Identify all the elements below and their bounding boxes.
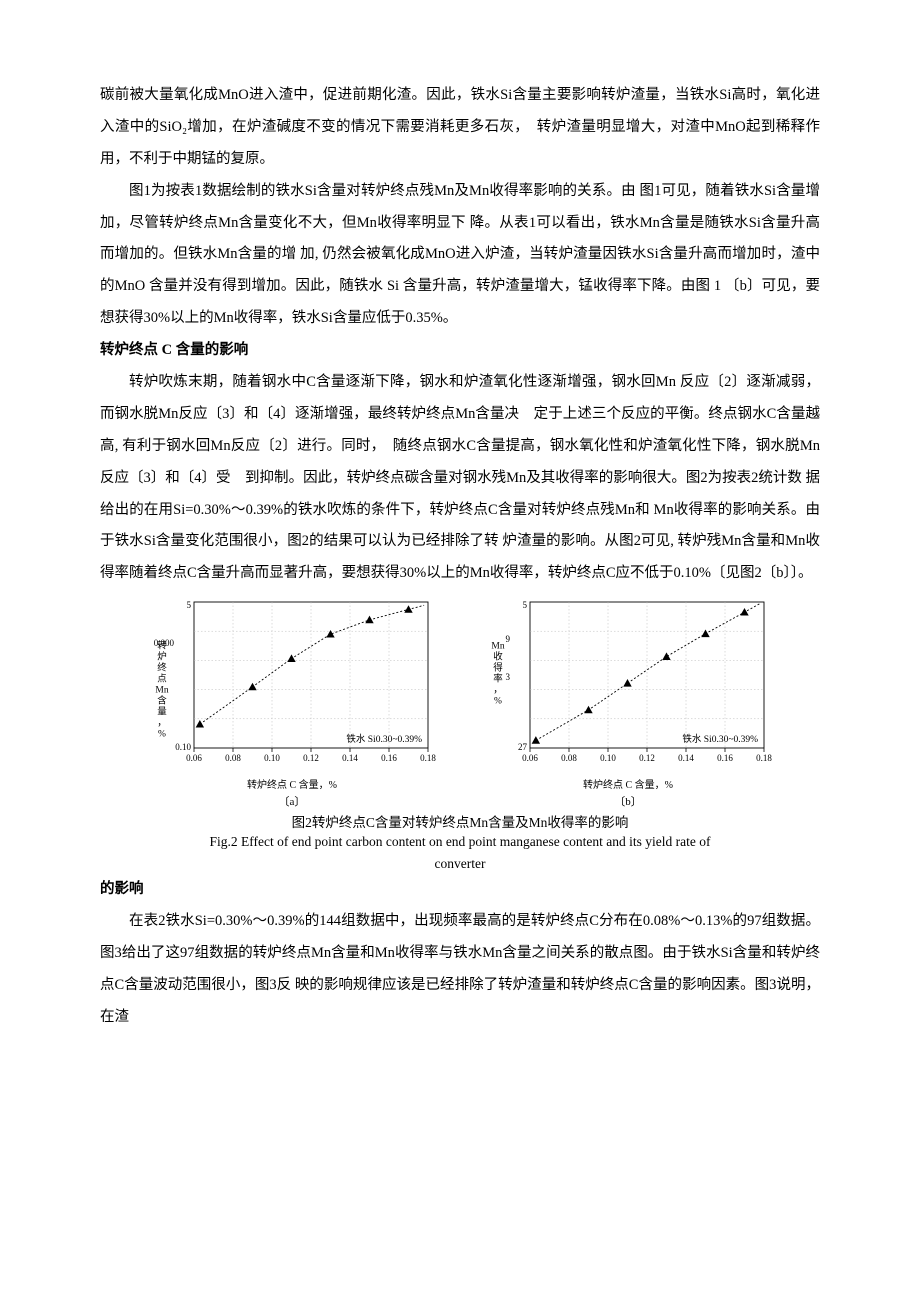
figure-2-caption-cn: 图2转炉终点C含量对转炉终点Mn含量及Mn收得率的影响 [100, 811, 820, 831]
section-heading-endpoint-c: 转炉终点 C 含量的影响 [100, 335, 820, 367]
svg-text:铁水 Si0.30~0.39%: 铁水 Si0.30~0.39% [346, 733, 422, 745]
figure-2b-x-title: 转炉终点 C 含量，% [583, 776, 673, 791]
svg-text:0.14: 0.14 [342, 753, 358, 763]
figure-2a-wrap: 0.060.080.100.120.140.160.18转炉终点Mn含量，%50… [142, 594, 442, 809]
svg-text:点: 点 [157, 674, 167, 685]
svg-text:0.10: 0.10 [175, 742, 191, 752]
svg-text:Mn: Mn [491, 642, 504, 652]
figure-2b-wrap: 0.06 0.08 0.10 0.12 0.14 0.16 0.18 Mn收得率，% 5 9 3 27… [478, 594, 778, 809]
svg-text:0.10: 0.10 [600, 753, 616, 763]
svg-text:含: 含 [157, 695, 167, 707]
svg-text:量: 量 [157, 707, 167, 718]
svg-text:0.14: 0.14 [678, 753, 694, 763]
svg-text:3: 3 [506, 672, 511, 682]
paragraph-2: 图1为按表1数据绘制的铁水Si含量对转炉终点残Mn及Mn收得率影响的关系。由 图… [100, 176, 820, 335]
svg-text:得: 得 [493, 662, 503, 674]
paragraph-4: 在表2铁水Si=0.30%〜0.39%的144组数据中，出现频率最高的是转炉终点… [100, 906, 820, 1034]
svg-text:收: 收 [493, 651, 503, 663]
svg-text:0.12: 0.12 [639, 753, 655, 763]
paragraph-1: 碳前被大量氧化成MnO进入渣中，促进前期化渣。因此，铁水Si含量主要影响转炉渣量… [100, 80, 820, 176]
figure-2a-x-title: 转炉终点 C 含量，% [247, 776, 337, 791]
svg-text:0.12: 0.12 [303, 753, 319, 763]
figure-2b-chart: 0.06 0.08 0.10 0.12 0.14 0.16 0.18 Mn收得率，% 5 9 3 27… [478, 594, 778, 774]
svg-text:0.08: 0.08 [225, 753, 241, 763]
svg-text:0.18: 0.18 [756, 753, 772, 763]
svg-text:0.06: 0.06 [522, 753, 538, 763]
svg-text:9: 9 [506, 634, 511, 644]
svg-text:5: 5 [187, 600, 192, 610]
svg-text:0.18: 0.18 [420, 753, 436, 763]
svg-text:%: % [158, 730, 166, 740]
svg-text:%: % [494, 697, 502, 707]
svg-text:炉: 炉 [157, 651, 167, 663]
svg-text:0.10: 0.10 [264, 753, 280, 763]
figure-2a-label: 〔a〕 [279, 793, 306, 809]
svg-text:率: 率 [493, 673, 503, 685]
svg-text:铁水 Si0.30~0.39%: 铁水 Si0.30~0.39% [682, 733, 758, 745]
svg-text:，: ， [493, 686, 503, 696]
svg-text:0.000: 0.000 [154, 638, 175, 648]
section-heading-influence: 的影响 [100, 874, 820, 906]
svg-text:5: 5 [523, 600, 528, 610]
svg-text:Mn: Mn [155, 686, 168, 696]
svg-text:0.16: 0.16 [381, 753, 397, 763]
figure-2-caption-en-line1: Fig.2 Effect of end point carbon content… [180, 831, 740, 853]
figure-2b-label: 〔b〕 [614, 793, 642, 809]
svg-text:0.06: 0.06 [186, 753, 202, 763]
svg-text:终: 终 [157, 662, 167, 674]
figure-2a-chart: 0.060.080.100.120.140.160.18转炉终点Mn含量，%50… [142, 594, 442, 774]
figure-2-caption-en-line2: converter [180, 853, 740, 875]
svg-text:27: 27 [518, 742, 528, 752]
paragraph-3: 转炉吹炼末期，随着钢水中C含量逐渐下降，钢水和炉渣氧化性逐渐增强，钢水回Mn 反… [100, 367, 820, 590]
svg-text:，: ， [157, 719, 167, 729]
page: 碳前被大量氧化成MnO进入渣中，促进前期化渣。因此，铁水Si含量主要影响转炉渣量… [0, 0, 920, 1094]
svg-text:0.08: 0.08 [561, 753, 577, 763]
svg-text:0.16: 0.16 [717, 753, 733, 763]
figure-2-row: 0.060.080.100.120.140.160.18转炉终点Mn含量，%50… [100, 594, 820, 809]
